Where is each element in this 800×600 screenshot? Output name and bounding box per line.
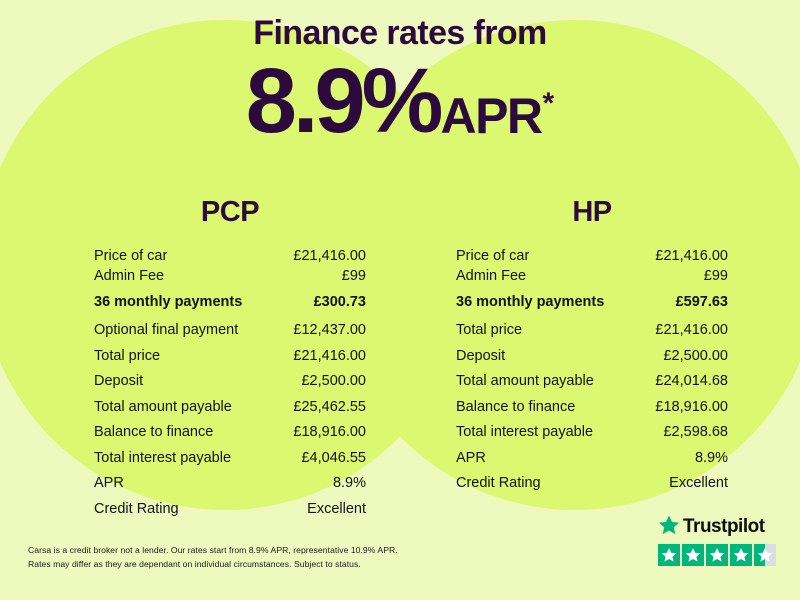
table-row: Total interest payable £2,598.68 — [456, 420, 728, 446]
row-value: £300.73 — [313, 294, 366, 311]
row-label: Total amount payable — [456, 373, 594, 390]
trustpilot-badge[interactable]: Trustpilot — [658, 514, 782, 566]
row-value: £597.63 — [675, 294, 728, 311]
table-row: Admin Fee £99 — [456, 267, 728, 287]
trustpilot-rating-stars — [658, 544, 782, 566]
rate-display: 8.9% APR * — [0, 50, 800, 152]
table-row: Total price £21,416.00 — [94, 343, 366, 369]
table-row: Balance to finance £18,916.00 — [456, 394, 728, 420]
header: Finance rates from 8.9% APR * — [0, 14, 800, 152]
table-row: Price of car £21,416.00 — [94, 247, 366, 267]
table-row: Total amount payable £25,462.55 — [94, 394, 366, 420]
row-label: Deposit — [94, 373, 144, 390]
rate-value: 8.9% — [245, 50, 444, 152]
finance-panel-pcp: PCP Price of car £21,416.00 Admin Fee £9… — [80, 196, 380, 522]
row-label: Balance to finance — [456, 398, 576, 415]
row-value: £21,416.00 — [293, 248, 366, 264]
table-row: APR 8.9% — [94, 471, 366, 497]
row-value: £99 — [703, 267, 728, 284]
rating-star-half — [754, 544, 776, 566]
rate-suffix: APR — [440, 87, 543, 144]
page-title: Finance rates from — [253, 14, 547, 52]
rating-star-filled — [730, 544, 752, 566]
row-value: £18,916.00 — [655, 398, 728, 415]
table-row: Price of car £21,416.00 — [456, 247, 728, 267]
row-label: Credit Rating — [94, 500, 179, 517]
trustpilot-wordmark-row: Trustpilot — [658, 514, 782, 541]
row-value: 8.9% — [332, 475, 366, 492]
table-row: Deposit £2,500.00 — [94, 369, 366, 395]
row-value: £2,500.00 — [663, 347, 728, 364]
row-value: £21,416.00 — [655, 322, 728, 339]
row-label: Deposit — [456, 347, 506, 364]
disclaimer-line-2: Rates may differ as they are dependant o… — [28, 559, 361, 570]
table-row: Credit Rating Excellent — [456, 471, 728, 497]
row-label: Credit Rating — [456, 475, 541, 492]
table-row: Credit Rating Excellent — [94, 496, 366, 522]
row-value: Excellent — [307, 500, 366, 517]
row-value: 8.9% — [694, 449, 728, 466]
panel-title-pcp: PCP — [200, 196, 260, 228]
panel-title-hp: HP — [572, 196, 612, 228]
row-label: Optional final payment — [94, 322, 239, 339]
row-value: £4,046.55 — [301, 449, 366, 466]
row-label: 36 monthly payments — [94, 294, 243, 311]
table-row: Total amount payable £24,014.68 — [456, 369, 728, 395]
table-row: Deposit £2,500.00 — [456, 343, 728, 369]
row-label: Total amount payable — [94, 398, 232, 415]
background-circle-right — [330, 20, 800, 510]
table-row-highlight: 36 monthly payments £300.73 — [94, 286, 366, 318]
table-row: Total price £21,416.00 — [456, 318, 728, 344]
disclaimer-text: Carsa is a credit broker not a lender. O… — [28, 543, 448, 571]
row-value: £25,462.55 — [293, 398, 366, 415]
table-row-highlight: 36 monthly payments £597.63 — [456, 286, 728, 318]
row-label: Admin Fee — [456, 267, 527, 284]
row-label: APR — [94, 475, 124, 492]
row-value: £2,598.68 — [663, 424, 728, 441]
finance-panel-hp: HP Price of car £21,416.00 Admin Fee £99… — [442, 196, 742, 496]
row-label: Balance to finance — [94, 424, 214, 441]
row-label: 36 monthly payments — [456, 294, 605, 311]
table-row: APR 8.9% — [456, 445, 728, 471]
row-value: £24,014.68 — [655, 373, 728, 390]
row-value: Excellent — [669, 475, 728, 492]
rating-star-filled — [658, 544, 680, 566]
row-label: Price of car — [456, 248, 530, 264]
disclaimer-line-1: Carsa is a credit broker not a lender. O… — [28, 545, 398, 555]
rating-star-filled — [682, 544, 704, 566]
table-row: Balance to finance £18,916.00 — [94, 420, 366, 446]
row-label: Total price — [456, 322, 523, 339]
row-label: APR — [456, 449, 486, 466]
row-value: £12,437.00 — [293, 322, 366, 339]
rate-asterisk: * — [542, 86, 555, 120]
row-value: £21,416.00 — [655, 248, 728, 264]
finance-table-pcp: Price of car £21,416.00 Admin Fee £99 36… — [94, 247, 366, 522]
table-row: Total interest payable £4,046.55 — [94, 445, 366, 471]
row-value: £2,500.00 — [301, 373, 366, 390]
row-label: Total price — [94, 347, 161, 364]
row-label: Admin Fee — [94, 267, 165, 284]
row-value: £99 — [341, 267, 366, 284]
row-value: £21,416.00 — [293, 347, 366, 364]
table-row: Admin Fee £99 — [94, 267, 366, 287]
trustpilot-wordmark: Trustpilot — [683, 516, 765, 537]
finance-table-hp: Price of car £21,416.00 Admin Fee £99 36… — [456, 247, 728, 496]
row-label: Price of car — [94, 248, 168, 264]
trustpilot-star-icon — [658, 514, 680, 541]
row-label: Total interest payable — [456, 424, 594, 441]
row-label: Total interest payable — [94, 449, 232, 466]
rating-star-filled — [706, 544, 728, 566]
table-row: Optional final payment £12,437.00 — [94, 318, 366, 344]
row-value: £18,916.00 — [293, 424, 366, 441]
